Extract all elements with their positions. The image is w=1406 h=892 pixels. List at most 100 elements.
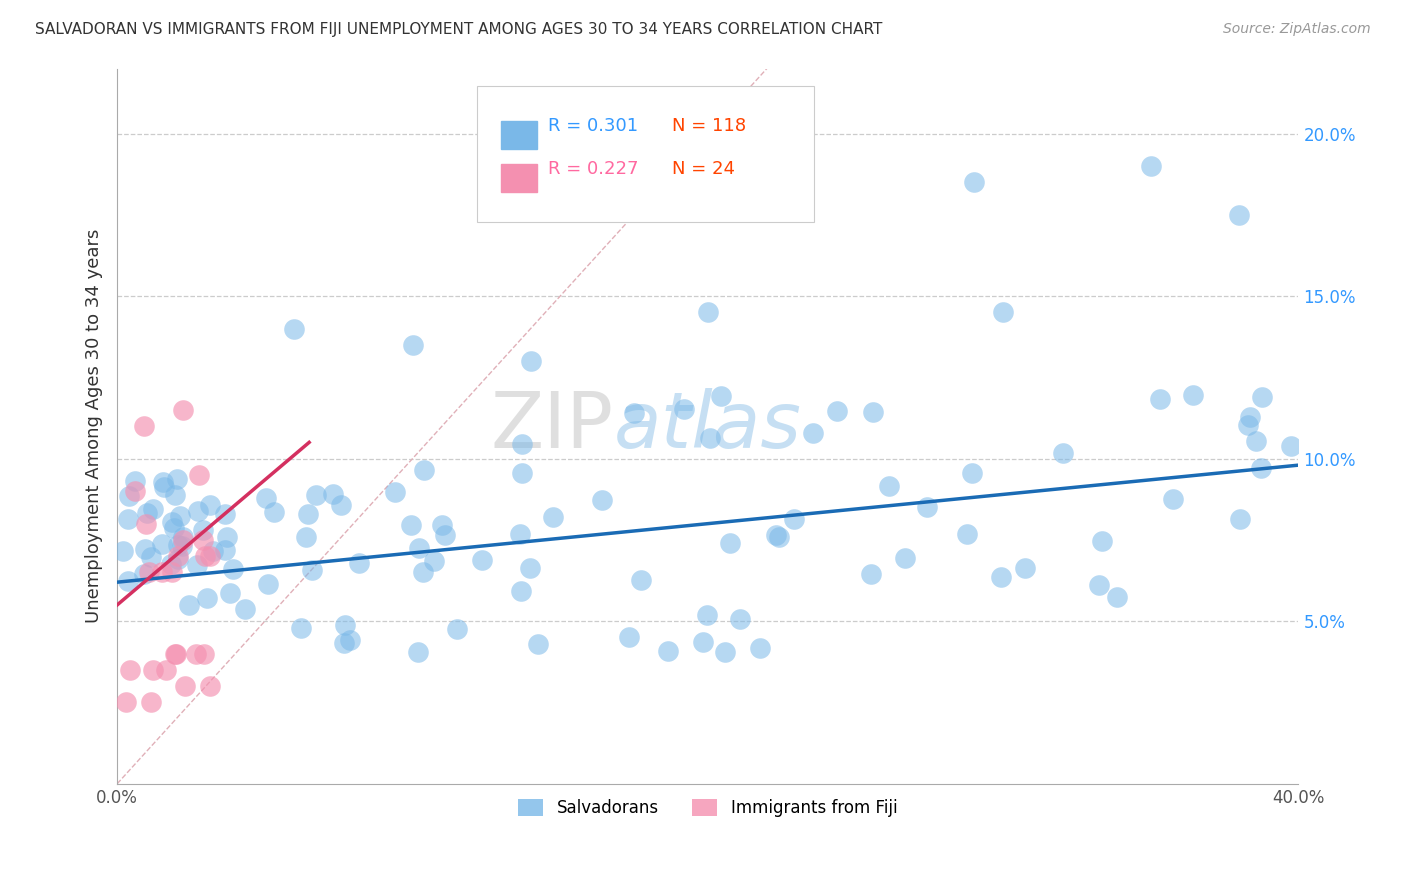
Point xyxy=(510,583,533,598)
Point xyxy=(166,472,188,486)
Point xyxy=(1279,440,1302,454)
Point xyxy=(1229,208,1251,222)
Point xyxy=(174,679,197,693)
Point xyxy=(399,518,422,533)
Point xyxy=(699,431,721,445)
Point xyxy=(825,404,848,418)
Point xyxy=(186,558,208,572)
Point xyxy=(713,644,735,658)
Point xyxy=(783,511,806,525)
Point xyxy=(423,554,446,568)
Text: R = 0.227: R = 0.227 xyxy=(548,160,638,178)
Point xyxy=(862,405,884,419)
Point xyxy=(519,354,541,368)
Point xyxy=(1161,492,1184,507)
Point xyxy=(519,560,541,574)
Point xyxy=(163,647,186,661)
Point xyxy=(1052,446,1074,460)
Text: N = 118: N = 118 xyxy=(672,117,747,135)
Point xyxy=(117,512,139,526)
Text: N = 24: N = 24 xyxy=(672,160,735,178)
Point xyxy=(134,419,156,434)
Point xyxy=(201,544,224,558)
Point xyxy=(135,516,157,531)
Point xyxy=(692,635,714,649)
Point xyxy=(163,521,186,535)
Point xyxy=(623,406,645,420)
Point xyxy=(433,528,456,542)
Point xyxy=(1250,390,1272,404)
Point xyxy=(120,663,142,677)
Point xyxy=(198,679,221,693)
FancyBboxPatch shape xyxy=(478,87,814,222)
Point xyxy=(412,565,434,579)
Point xyxy=(135,506,157,520)
Point xyxy=(188,467,211,482)
Point xyxy=(991,305,1014,319)
Point xyxy=(256,577,278,591)
Point xyxy=(263,505,285,519)
Point xyxy=(1182,388,1205,402)
Text: SALVADORAN VS IMMIGRANTS FROM FIJI UNEMPLOYMENT AMONG AGES 30 TO 34 YEARS CORREL: SALVADORAN VS IMMIGRANTS FROM FIJI UNEMP… xyxy=(35,22,883,37)
Point xyxy=(172,539,194,553)
Point xyxy=(526,637,548,651)
Point xyxy=(184,647,207,661)
Point xyxy=(956,527,979,541)
Point xyxy=(333,636,356,650)
Point xyxy=(139,549,162,564)
Point xyxy=(347,557,370,571)
Point xyxy=(115,696,138,710)
Point xyxy=(1140,159,1163,173)
Y-axis label: Unemployment Among Ages 30 to 34 years: Unemployment Among Ages 30 to 34 years xyxy=(86,229,103,624)
Point xyxy=(218,586,240,600)
Point xyxy=(509,527,531,541)
Point xyxy=(384,485,406,500)
Point xyxy=(591,493,613,508)
Point xyxy=(153,480,176,494)
Point xyxy=(160,516,183,530)
Point xyxy=(198,498,221,512)
Point xyxy=(1229,511,1251,525)
Point xyxy=(172,530,194,544)
Point xyxy=(728,612,751,626)
Point xyxy=(111,544,134,558)
Point xyxy=(169,509,191,524)
Point xyxy=(117,574,139,589)
Point xyxy=(322,486,344,500)
Point xyxy=(198,549,221,564)
Point xyxy=(657,644,679,658)
Point xyxy=(696,305,718,319)
Point xyxy=(254,491,277,506)
Point xyxy=(696,607,718,622)
Point xyxy=(295,530,318,544)
Point xyxy=(962,175,984,189)
Point xyxy=(877,478,900,492)
Point xyxy=(1088,578,1111,592)
Point xyxy=(748,640,770,655)
Point xyxy=(510,466,533,480)
Point xyxy=(894,551,917,566)
Point xyxy=(1149,392,1171,407)
Point xyxy=(1239,410,1261,425)
Point xyxy=(193,524,215,538)
Point xyxy=(194,549,217,564)
Point xyxy=(297,507,319,521)
Point xyxy=(142,663,165,677)
Point xyxy=(333,618,356,632)
Text: ZIP: ZIP xyxy=(491,388,613,464)
Point xyxy=(301,563,323,577)
Point xyxy=(962,467,984,481)
Point xyxy=(159,557,181,571)
Point xyxy=(860,567,883,582)
Point xyxy=(142,501,165,516)
Point xyxy=(124,474,146,488)
Point xyxy=(179,598,201,612)
Point xyxy=(152,475,174,489)
Point xyxy=(1250,461,1272,475)
Point xyxy=(330,499,353,513)
Bar xyxy=(501,120,537,149)
Point xyxy=(305,488,328,502)
Point xyxy=(160,566,183,580)
Legend: Salvadorans, Immigrants from Fiji: Salvadorans, Immigrants from Fiji xyxy=(510,790,905,825)
Point xyxy=(408,645,430,659)
